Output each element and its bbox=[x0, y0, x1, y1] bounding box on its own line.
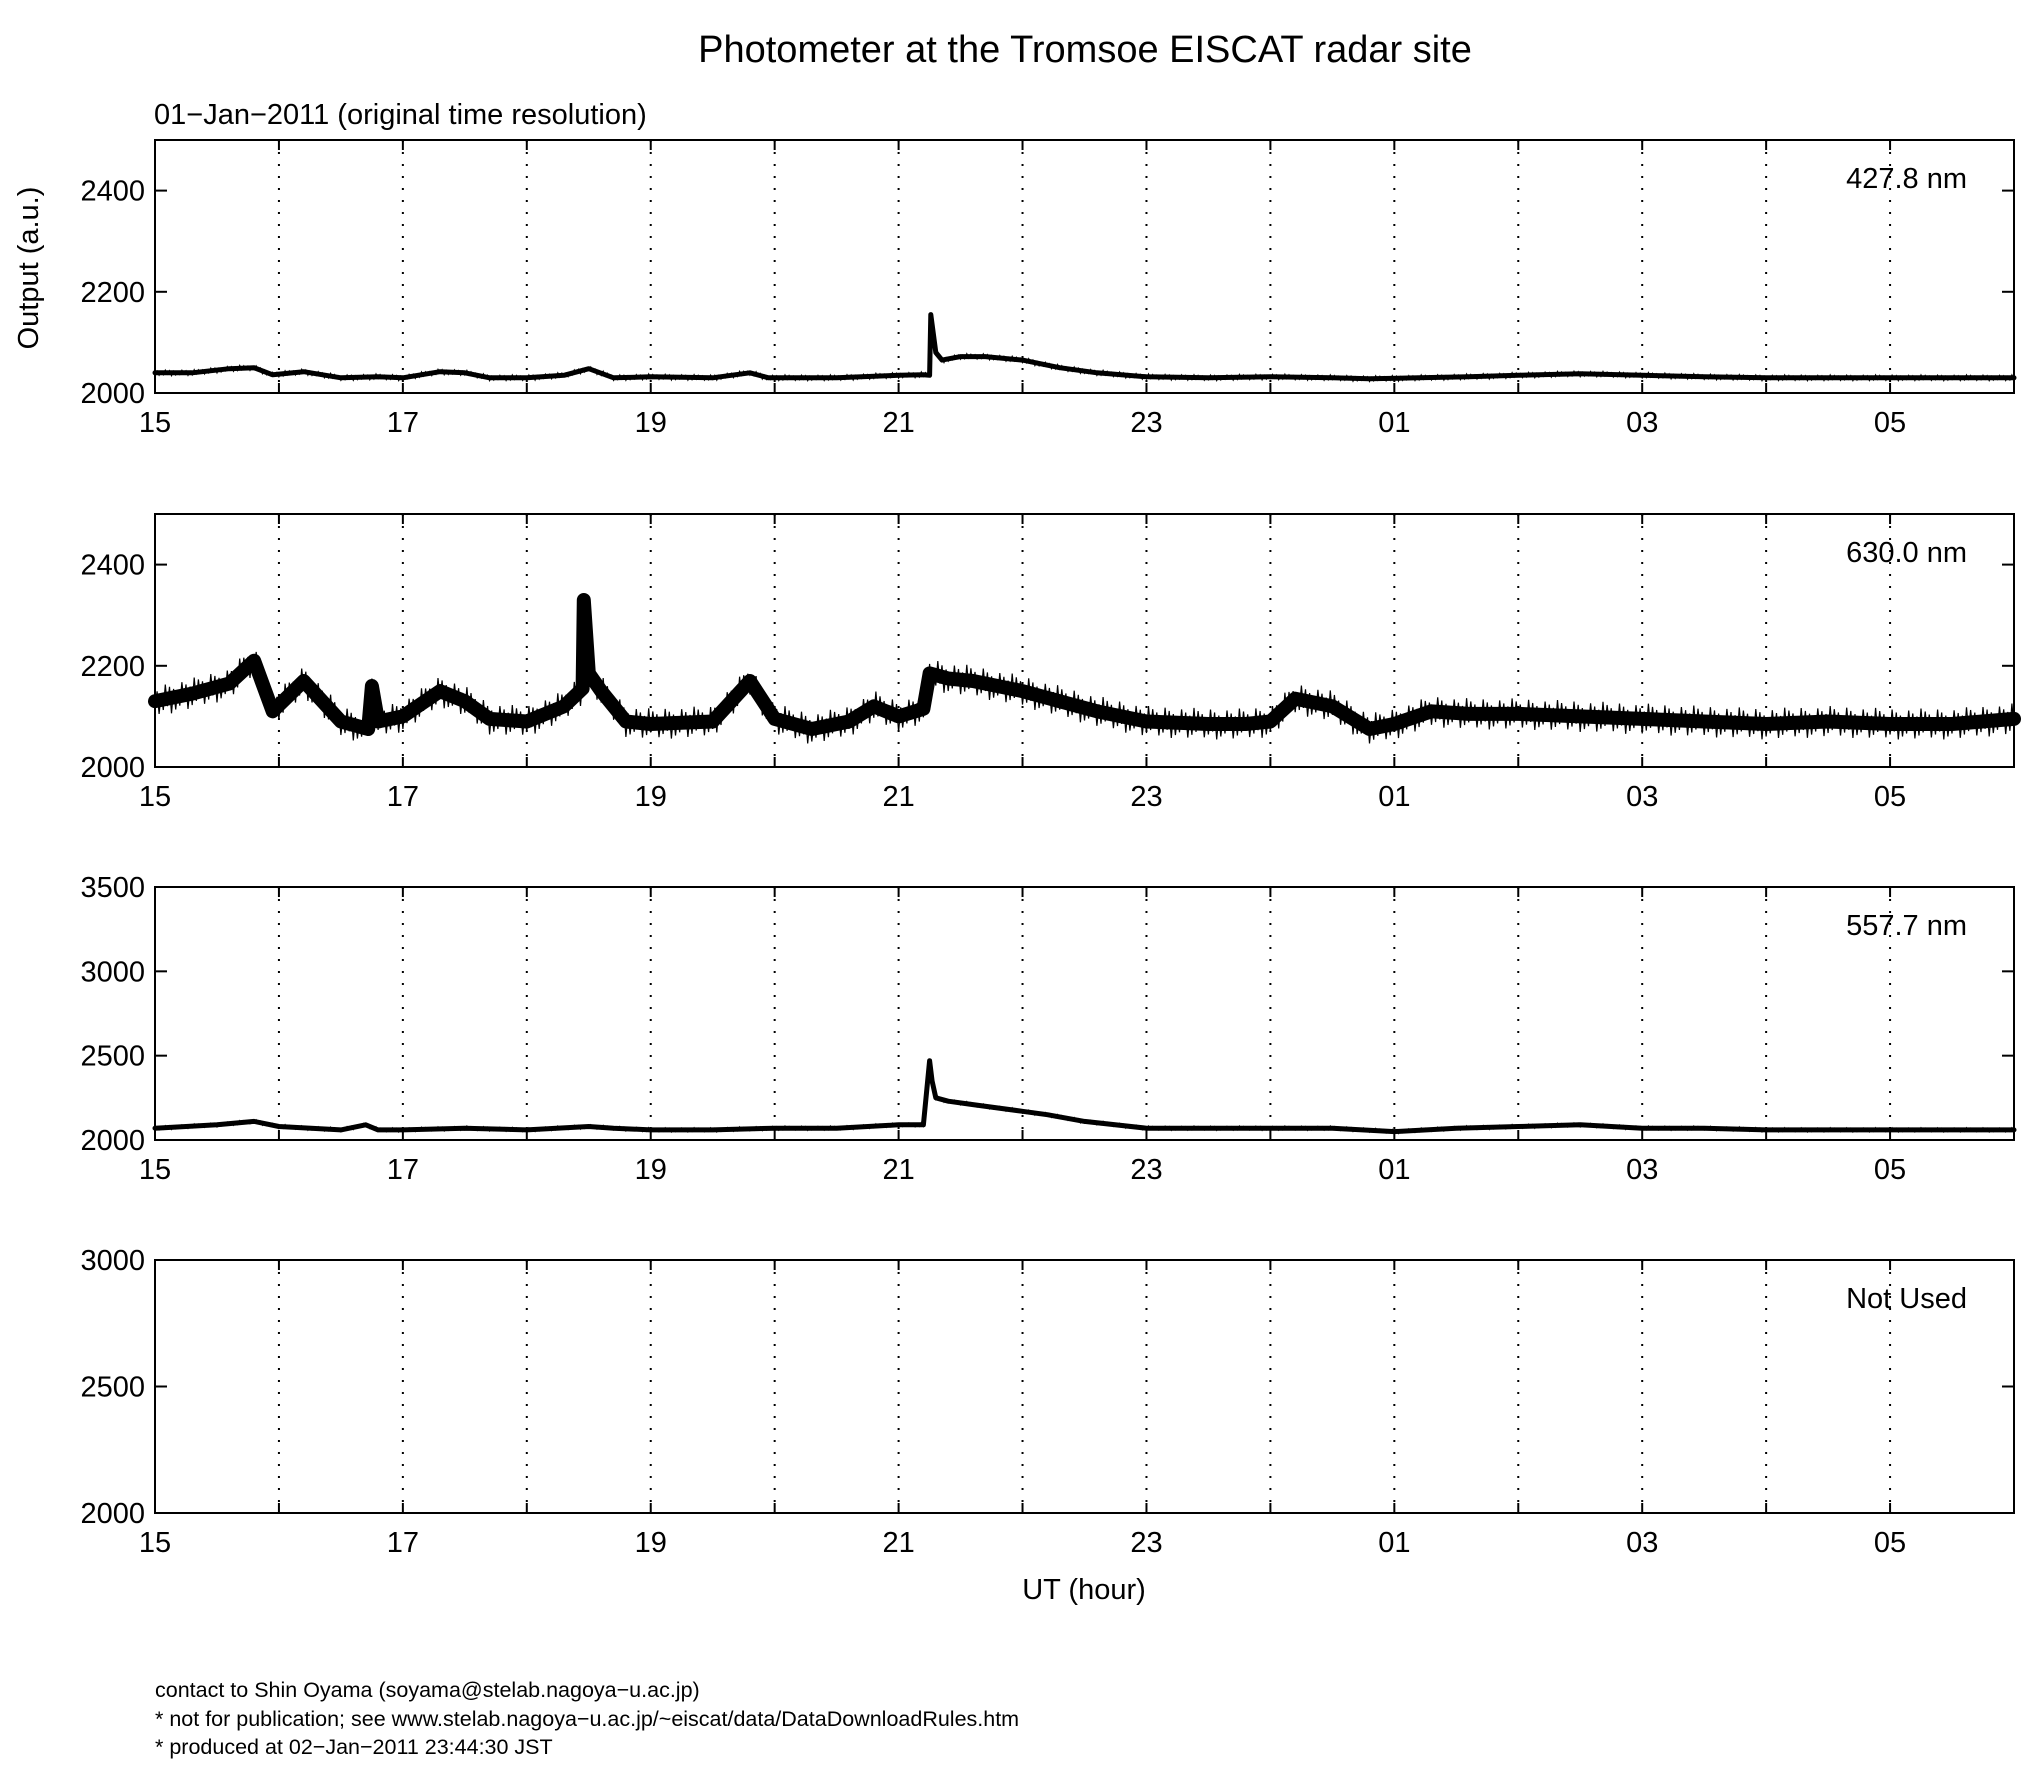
x-tick-label: 21 bbox=[882, 1154, 914, 1186]
series-noise bbox=[154, 624, 2015, 744]
x-tick-label: 01 bbox=[1378, 781, 1410, 813]
plot-frame bbox=[154, 513, 2015, 768]
x-tick-label: 05 bbox=[1874, 1154, 1906, 1186]
x-tick-label: 15 bbox=[139, 407, 171, 439]
x-tick-label: 17 bbox=[387, 1154, 419, 1186]
x-tick-label: 15 bbox=[139, 781, 171, 813]
y-tick-label: 3500 bbox=[80, 872, 145, 904]
x-tick-label: 05 bbox=[1874, 1527, 1906, 1559]
x-tick-label: 23 bbox=[1130, 407, 1162, 439]
footer-notice: * not for publication; see www.stelab.na… bbox=[155, 1707, 1019, 1731]
x-tick-label: 03 bbox=[1626, 1527, 1658, 1559]
plot-frame bbox=[154, 886, 2015, 1141]
y-tick-label: 2000 bbox=[80, 378, 145, 410]
x-axis-label: UT (hour) bbox=[1022, 1574, 1146, 1606]
y-tick-label: 2500 bbox=[80, 1372, 145, 1404]
x-tick-label: 23 bbox=[1130, 1527, 1162, 1559]
x-tick-label: 03 bbox=[1626, 407, 1658, 439]
y-tick-label: 3000 bbox=[80, 1245, 145, 1277]
series-line bbox=[152, 312, 2017, 382]
x-tick-label: 15 bbox=[139, 1154, 171, 1186]
panel-label: 427.8 nm bbox=[1846, 163, 1967, 195]
footer-produced: * produced at 02−Jan−2011 23:44:30 JST bbox=[155, 1735, 553, 1759]
x-tick-label: 05 bbox=[1874, 407, 1906, 439]
x-tick-label: 03 bbox=[1626, 781, 1658, 813]
y-tick-label: 2200 bbox=[80, 651, 145, 683]
y-tick-label: 3000 bbox=[80, 956, 145, 988]
panel-label: Not Used bbox=[1846, 1283, 1967, 1315]
x-tick-label: 17 bbox=[387, 781, 419, 813]
x-tick-label: 05 bbox=[1874, 781, 1906, 813]
x-tick-label: 17 bbox=[387, 407, 419, 439]
panel-4: 15 17 19 21 23 01 03 05 2000 2500 3000 Not Used bbox=[80, 1245, 2015, 1559]
y-tick-label: 2000 bbox=[80, 1498, 145, 1530]
x-tick-label: 03 bbox=[1626, 1154, 1658, 1186]
series-noise bbox=[154, 1059, 2015, 1135]
x-tick-label: 19 bbox=[635, 1154, 667, 1186]
x-tick-label: 21 bbox=[882, 1527, 914, 1559]
plot-frame bbox=[154, 1259, 2015, 1514]
x-tick-label: 19 bbox=[635, 781, 667, 813]
panel-3: 15 17 19 21 23 01 03 05 2000 2500 3000 3500 557.7 nm bbox=[80, 872, 2017, 1186]
panel-2: 15 17 19 21 23 01 03 05 2000 2200 2400 630.0 nm bbox=[80, 513, 2021, 813]
chart-subtitle: 01−Jan−2011 (original time resolution) bbox=[154, 99, 647, 131]
y-tick-label: 2000 bbox=[80, 752, 145, 784]
x-tick-label: 21 bbox=[882, 407, 914, 439]
series-line bbox=[152, 1058, 2017, 1135]
x-tick-label: 23 bbox=[1130, 781, 1162, 813]
panel-label: 557.7 nm bbox=[1846, 910, 1967, 942]
y-tick-label: 2200 bbox=[80, 277, 145, 309]
y-tick-label: 2500 bbox=[80, 1041, 145, 1073]
x-tick-label: 19 bbox=[635, 407, 667, 439]
x-tick-label: 01 bbox=[1378, 1527, 1410, 1559]
panel-1: 15 17 19 21 23 01 03 05 2000 2200 2400 427.8 nm bbox=[80, 139, 2017, 439]
x-tick-label: 23 bbox=[1130, 1154, 1162, 1186]
y-axis-label: Output (a.u.) bbox=[13, 187, 45, 350]
x-tick-label: 19 bbox=[635, 1527, 667, 1559]
panels: 15 17 19 21 23 01 03 05 2000 2200 2400 427.8 nm 15 17… bbox=[80, 139, 2021, 1559]
series-noise bbox=[154, 323, 2015, 383]
series-line bbox=[148, 593, 2021, 736]
chart-title: Photometer at the Tromsoe EISCAT radar s… bbox=[698, 29, 1472, 71]
y-tick-label: 2000 bbox=[80, 1125, 145, 1157]
x-tick-label: 01 bbox=[1378, 407, 1410, 439]
x-tick-label: 01 bbox=[1378, 1154, 1410, 1186]
plot-frame bbox=[154, 139, 2015, 394]
x-tick-label: 17 bbox=[387, 1527, 419, 1559]
x-tick-label: 15 bbox=[139, 1527, 171, 1559]
x-tick-label: 21 bbox=[882, 781, 914, 813]
y-tick-label: 2400 bbox=[80, 176, 145, 208]
panel-label: 630.0 nm bbox=[1846, 537, 1967, 569]
footer-contact: contact to Shin Oyama (soyama@stelab.nag… bbox=[155, 1678, 700, 1702]
y-tick-label: 2400 bbox=[80, 550, 145, 582]
